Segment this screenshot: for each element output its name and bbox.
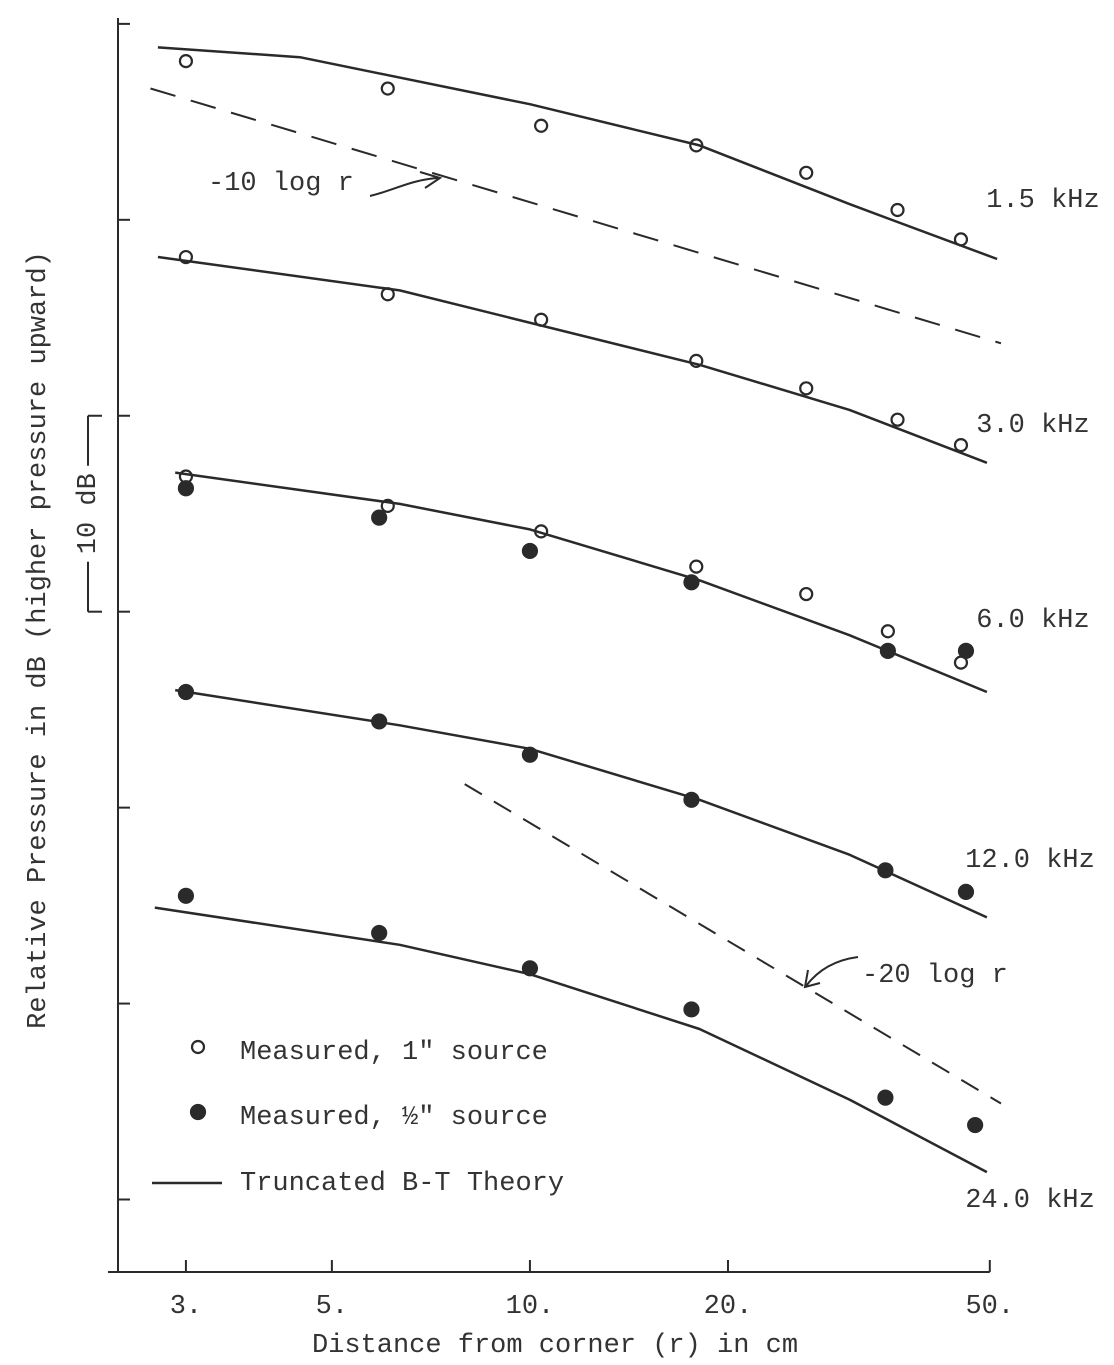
- reference-label: -20 log r: [862, 961, 1008, 991]
- legend-label: Truncated B-T Theory: [240, 1169, 564, 1199]
- curve-label: 1.5 kHz: [986, 186, 1099, 216]
- filled-point: [371, 713, 388, 730]
- filled-point: [371, 509, 388, 526]
- filled-point: [957, 883, 975, 900]
- reference-line: [150, 87, 1002, 345]
- filled-point: [877, 862, 894, 879]
- filled-point: [177, 887, 195, 904]
- filled-point: [877, 1089, 894, 1106]
- legend-label: Measured, ½" source: [240, 1103, 548, 1133]
- filled-point: [957, 642, 975, 659]
- filled-point: [879, 642, 896, 659]
- filled-point: [177, 683, 195, 701]
- open-point: [178, 249, 194, 265]
- open-point: [534, 312, 549, 327]
- filled-point: [683, 791, 700, 808]
- open-point: [689, 559, 704, 574]
- x-axis-label: Distance from corner (r) in cm: [312, 1331, 798, 1361]
- x-tick-label: 5.: [316, 1292, 348, 1322]
- legend-marker: [190, 1039, 206, 1055]
- theory-curve: [157, 255, 988, 464]
- scale-label-bg: [74, 465, 102, 562]
- x-tick-label: 10.: [506, 1292, 555, 1322]
- filled-point: [177, 480, 195, 497]
- open-point: [890, 412, 905, 427]
- x-tick-label: 50.: [965, 1292, 1014, 1322]
- open-point: [380, 498, 395, 513]
- theory-curve: [154, 906, 988, 1174]
- open-point: [534, 524, 549, 539]
- open-point: [534, 118, 549, 133]
- open-point: [953, 438, 969, 453]
- filled-point: [683, 574, 700, 591]
- filled-point: [371, 924, 388, 942]
- legend-label: Measured, 1" source: [240, 1038, 548, 1068]
- open-point: [799, 381, 814, 396]
- theory-curve: [157, 46, 998, 261]
- y-axis-label: Relative Pressure in dB (higher pressure…: [24, 251, 54, 1029]
- scale-label: 10 dB: [74, 473, 104, 554]
- open-point: [689, 138, 704, 153]
- reference-label: -10 log r: [208, 169, 354, 199]
- theory-curve: [175, 471, 988, 694]
- open-point: [380, 287, 395, 302]
- open-point: [799, 165, 814, 180]
- curve-label: 3.0 kHz: [976, 411, 1089, 441]
- open-point: [799, 586, 814, 602]
- open-point: [380, 81, 395, 96]
- reference-line: [464, 783, 1002, 1105]
- theory-curve: [175, 688, 988, 919]
- open-point: [880, 624, 895, 639]
- curve-label: 6.0 kHz: [976, 606, 1089, 636]
- filled-point: [967, 1116, 984, 1134]
- filled-point: [683, 1001, 700, 1018]
- open-point: [890, 202, 905, 218]
- annotation-arrow: [369, 171, 443, 197]
- curve-label: 12.0 kHz: [965, 846, 1095, 876]
- x-tick-label: 3.: [170, 1292, 202, 1322]
- open-point: [689, 353, 704, 368]
- x-tick-label: 20.: [704, 1292, 753, 1322]
- filled-point: [521, 542, 539, 560]
- filled-point: [521, 960, 539, 977]
- open-point: [953, 232, 969, 247]
- open-point: [178, 54, 194, 69]
- curve-label: 24.0 kHz: [965, 1186, 1095, 1216]
- legend-marker: [189, 1103, 207, 1121]
- annotation-arrow: [803, 956, 859, 989]
- filled-point: [521, 746, 539, 763]
